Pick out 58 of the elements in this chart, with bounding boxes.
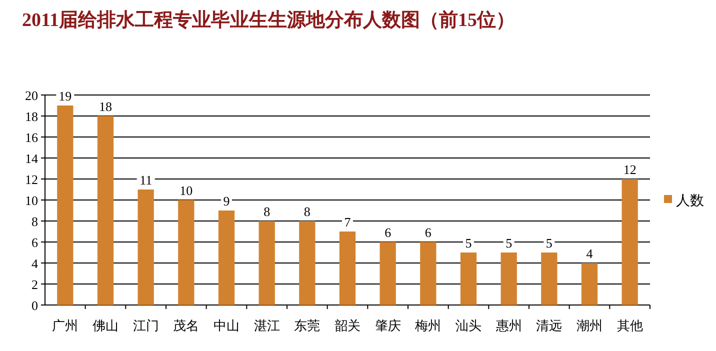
bar [138,190,154,305]
x-tick-label: 东莞 [294,318,320,333]
x-tick-label: 梅州 [414,318,442,333]
bar [460,252,477,305]
x-tick-label: 韶关 [334,318,360,333]
chart-title: 2011届给排水工程专业毕业生生源地分布人数图（前15位） [22,9,515,31]
data-label: 12 [623,162,636,177]
x-tick-label: 清远 [536,318,562,333]
x-tick-label: 中山 [214,318,240,333]
x-tick-label: 湛江 [254,318,280,333]
y-tick-label: 20 [25,88,38,103]
y-tick-label: 10 [25,193,38,208]
bar [339,232,356,305]
data-label: 19 [58,88,72,104]
data-label: 11 [140,172,152,188]
bar [299,221,316,305]
bar [57,106,74,305]
bar [97,116,114,305]
y-tick-label: 18 [25,109,38,124]
data-label: 6 [384,225,392,240]
data-label: 10 [180,183,193,198]
bar [500,252,517,305]
y-tick-label: 16 [25,130,38,145]
y-tick-label: 0 [32,298,38,313]
data-label: 7 [344,214,352,230]
bar [380,242,396,305]
data-label: 8 [304,204,310,219]
x-tick-label: 汕头 [456,318,482,333]
data-label: 5 [465,236,472,250]
data-label: 8 [264,204,270,219]
y-tick-label: 6 [32,235,38,250]
y-tick-label: 2 [32,277,38,292]
y-tick-label: 4 [32,256,38,271]
bar [541,252,558,305]
data-label: 5 [506,236,512,250]
x-tick-label: 江门 [132,318,159,333]
x-tick-label: 茂名 [173,318,200,333]
x-tick-label: 潮州 [576,318,602,333]
bar [178,200,194,305]
data-label: 4 [586,246,594,261]
x-tick-label: 广州 [52,318,78,333]
bar [581,263,598,305]
legend-label: 人数 [676,192,704,208]
data-label: 5 [546,236,552,250]
x-tick-label: 其他 [616,318,643,333]
y-tick-label: 12 [25,172,38,187]
x-tick-label: 佛山 [92,318,118,333]
data-label: 6 [424,225,432,240]
y-tick-label: 14 [25,151,38,166]
data-label: 9 [223,194,230,208]
x-tick-label: 惠州 [494,318,522,333]
data-label: 18 [99,99,112,114]
bar [258,221,275,305]
x-tick-label: 肇庆 [374,318,401,333]
y-tick-label: 8 [32,214,38,229]
bar [218,210,235,305]
bar [420,242,436,305]
bar [622,179,638,305]
